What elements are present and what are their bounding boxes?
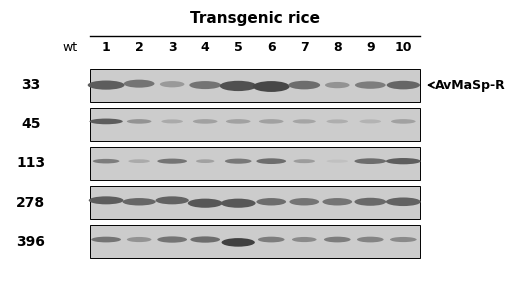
Ellipse shape [293, 119, 316, 124]
Ellipse shape [129, 159, 150, 163]
Ellipse shape [257, 158, 286, 164]
Text: 1: 1 [102, 41, 111, 54]
Ellipse shape [225, 158, 251, 164]
Ellipse shape [259, 119, 284, 124]
Text: 7: 7 [300, 41, 309, 54]
Ellipse shape [386, 158, 421, 164]
Text: 2: 2 [135, 41, 143, 54]
Bar [90, 69, 420, 102]
Ellipse shape [387, 81, 420, 89]
Text: wt: wt [62, 41, 78, 54]
Ellipse shape [193, 119, 218, 124]
Ellipse shape [157, 158, 187, 164]
Ellipse shape [289, 198, 319, 205]
Ellipse shape [288, 81, 320, 89]
Text: AvMaSp-R: AvMaSp-R [435, 79, 506, 92]
Ellipse shape [89, 196, 123, 204]
Ellipse shape [327, 160, 348, 163]
Text: 10: 10 [395, 41, 412, 54]
Text: 45: 45 [21, 117, 40, 131]
Ellipse shape [189, 81, 221, 89]
Bar [90, 147, 420, 180]
Ellipse shape [90, 118, 123, 124]
Ellipse shape [357, 237, 383, 243]
Ellipse shape [292, 237, 316, 242]
Ellipse shape [88, 81, 124, 90]
Text: 6: 6 [267, 41, 275, 54]
Text: Transgenic rice: Transgenic rice [190, 11, 319, 26]
Ellipse shape [226, 119, 250, 124]
Ellipse shape [258, 237, 285, 243]
Ellipse shape [222, 238, 255, 247]
Text: 113: 113 [16, 156, 45, 170]
Ellipse shape [93, 159, 119, 164]
Ellipse shape [386, 197, 421, 206]
Ellipse shape [323, 198, 352, 205]
Text: 9: 9 [366, 41, 375, 54]
Ellipse shape [127, 237, 152, 242]
Text: 5: 5 [234, 41, 243, 54]
Text: 8: 8 [333, 41, 342, 54]
Ellipse shape [327, 119, 348, 124]
Ellipse shape [325, 82, 350, 88]
Ellipse shape [359, 119, 381, 124]
Ellipse shape [156, 196, 189, 204]
Ellipse shape [220, 81, 257, 91]
Text: 278: 278 [16, 196, 45, 210]
Ellipse shape [257, 198, 286, 205]
Ellipse shape [91, 237, 121, 243]
Ellipse shape [354, 158, 386, 164]
Ellipse shape [253, 81, 290, 92]
Ellipse shape [160, 81, 184, 88]
Bar [90, 108, 420, 141]
Bar [90, 186, 420, 219]
Ellipse shape [157, 236, 187, 243]
Text: 3: 3 [168, 41, 177, 54]
Bar [90, 225, 420, 258]
Ellipse shape [190, 236, 220, 243]
Ellipse shape [124, 80, 155, 88]
Ellipse shape [127, 119, 152, 124]
Text: 396: 396 [16, 235, 45, 249]
Ellipse shape [221, 198, 255, 208]
Text: 4: 4 [201, 41, 209, 54]
Ellipse shape [293, 159, 315, 163]
Ellipse shape [391, 119, 416, 124]
Ellipse shape [161, 119, 183, 124]
Text: 33: 33 [21, 78, 40, 92]
Ellipse shape [354, 198, 386, 206]
Ellipse shape [122, 198, 156, 205]
Ellipse shape [188, 198, 223, 208]
Ellipse shape [355, 82, 386, 89]
Ellipse shape [324, 237, 351, 243]
Ellipse shape [390, 237, 417, 242]
Ellipse shape [196, 159, 215, 163]
